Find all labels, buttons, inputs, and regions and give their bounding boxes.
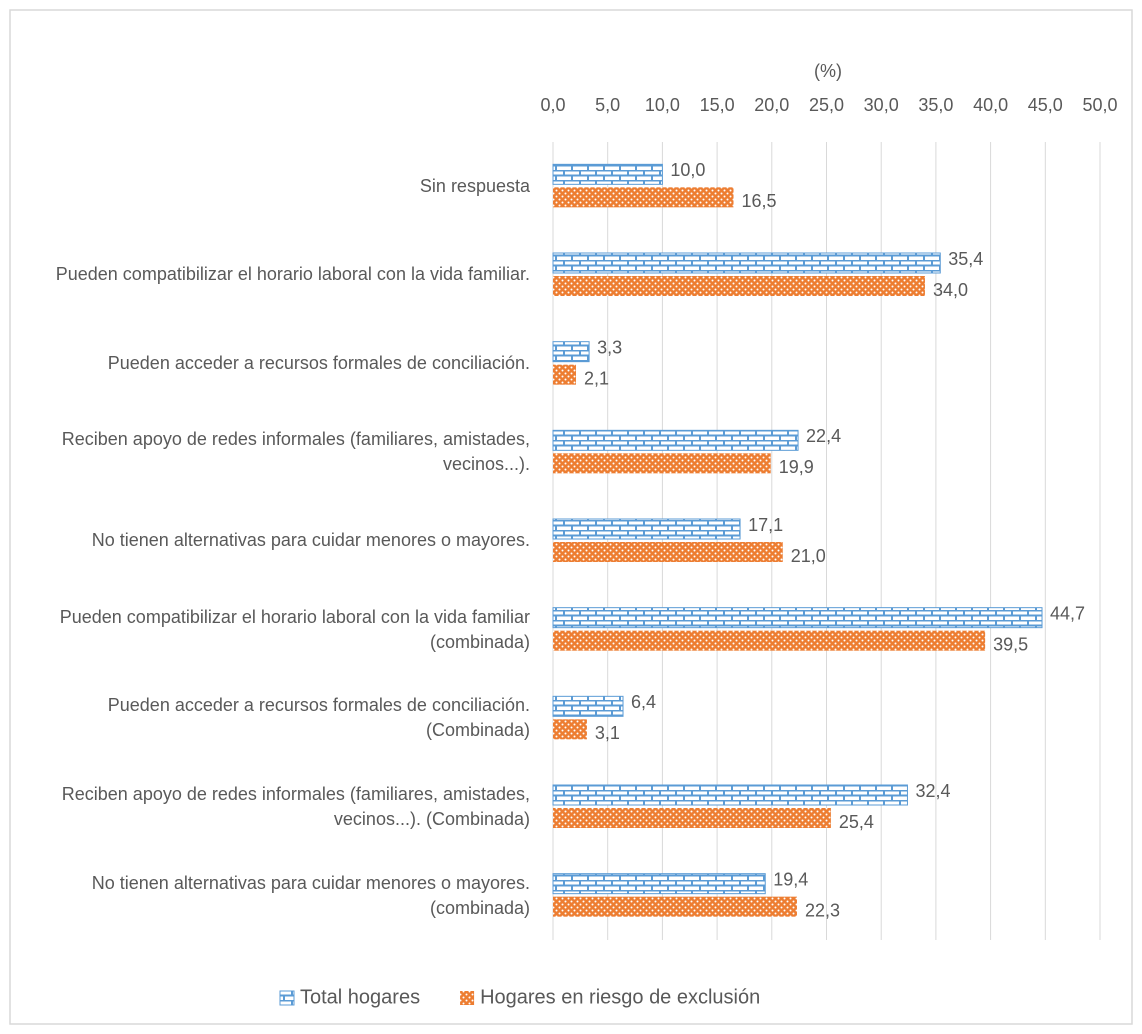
- category-label: Sin respuesta: [419, 175, 530, 196]
- value-label: 3,1: [595, 723, 620, 743]
- x-tick-label: 50,0: [1082, 95, 1117, 115]
- x-tick-label: 35,0: [918, 95, 953, 115]
- bar: [553, 896, 797, 917]
- value-label: 2,1: [584, 368, 609, 388]
- category-label: No tienen alternativas para cuidar menor…: [91, 872, 530, 918]
- category-label: Reciben apoyo de redes informales (famil…: [61, 783, 530, 829]
- legend-label: Hogares en riesgo de exclusión: [480, 986, 760, 1008]
- value-label: 6,4: [631, 692, 656, 712]
- value-label: 19,4: [773, 869, 808, 889]
- bar: [553, 719, 587, 740]
- bar: [553, 453, 771, 474]
- bar: [552, 429, 799, 451]
- x-tick-label: 5,0: [595, 95, 620, 115]
- x-tick-label: 25,0: [809, 95, 844, 115]
- bar: [552, 163, 663, 185]
- x-tick-label: 45,0: [1028, 95, 1063, 115]
- bar: [552, 341, 590, 363]
- value-label: 22,3: [805, 900, 840, 920]
- value-label: 34,0: [933, 280, 968, 300]
- bar: [552, 873, 766, 895]
- x-tick-label: 15,0: [700, 95, 735, 115]
- bar: [553, 542, 783, 562]
- value-label: 16,5: [742, 191, 777, 211]
- x-tick-label: 0,0: [540, 95, 565, 115]
- category-label: Pueden compatibilizar el horario laboral…: [55, 264, 530, 285]
- category-label: Pueden acceder a recursos formales de co…: [107, 695, 530, 741]
- bar: [552, 518, 741, 540]
- category-label: Pueden acceder a recursos formales de co…: [107, 353, 530, 374]
- bar: [553, 187, 734, 208]
- bar: [553, 630, 986, 651]
- axis-title: (%): [814, 61, 842, 81]
- value-label: 10,0: [670, 160, 705, 180]
- value-label: 19,9: [779, 457, 814, 477]
- legend-swatch: [460, 991, 475, 1005]
- category-label: Reciben apoyo de redes informales (famil…: [61, 429, 530, 475]
- legend-label: Total hogares: [300, 986, 420, 1008]
- category-label: Pueden compatibilizar el horario laboral…: [59, 606, 530, 652]
- frame: [9, 9, 1133, 1025]
- value-label: 21,0: [791, 546, 826, 566]
- value-label: 22,4: [806, 426, 841, 446]
- value-label: 39,5: [993, 634, 1028, 654]
- bar: [552, 252, 941, 274]
- bar: [552, 784, 908, 806]
- bar: [553, 276, 925, 296]
- x-tick-label: 30,0: [864, 95, 899, 115]
- value-label: 35,4: [948, 249, 983, 269]
- value-label: 3,3: [597, 337, 622, 357]
- value-label: 32,4: [915, 781, 950, 801]
- x-tick-label: 40,0: [973, 95, 1008, 115]
- x-tick-label: 20,0: [754, 95, 789, 115]
- value-label: 17,1: [748, 515, 783, 535]
- legend-swatch: [279, 990, 295, 1006]
- bar: [552, 607, 1043, 629]
- x-tick-label: 10,0: [645, 95, 680, 115]
- bar: [553, 808, 831, 828]
- category-label: No tienen alternativas para cuidar menor…: [91, 530, 530, 551]
- bar: [552, 695, 624, 717]
- value-label: 44,7: [1050, 603, 1085, 623]
- bar: [553, 364, 576, 385]
- value-label: 25,4: [839, 812, 874, 832]
